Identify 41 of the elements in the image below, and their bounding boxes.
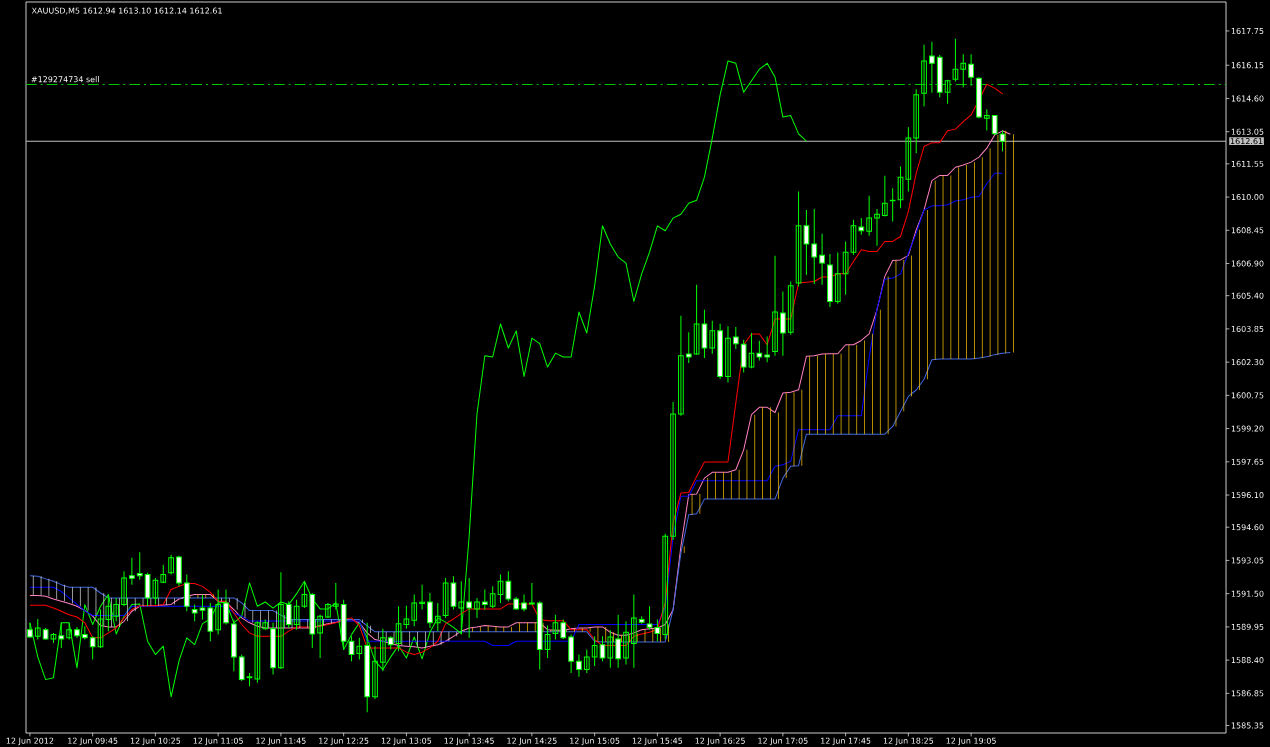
x-tick-label: 12 Jun 13:05 [381, 737, 432, 746]
y-tick-label: 1603.85 [1231, 325, 1264, 332]
y-tick-label: 1616.15 [1231, 62, 1264, 69]
y-tick-label: 1597.65 [1231, 458, 1264, 465]
y-tick-label: 1605.40 [1231, 292, 1264, 299]
x-tick-label: 12 Jun 19:05 [946, 737, 996, 746]
x-tick-label: 12 Jun 18:25 [883, 737, 934, 746]
y-tick-label: 1600.75 [1231, 392, 1264, 399]
y-tick-label: 1591.50 [1231, 590, 1264, 597]
x-tick-label: 12 Jun 11:45 [256, 737, 306, 746]
x-tick-label: 12 Jun 10:25 [130, 737, 181, 746]
x-tick-label: 12 Jun 15:05 [570, 737, 620, 746]
y-tick-label: 1611.55 [1231, 160, 1264, 167]
text: XAUUSD,M5 1612.94 1613.10 1612.14 1612.61 [31, 7, 222, 15]
y-tick-label: 1585.35 [1231, 722, 1264, 729]
x-tick-label: 12 Jun 09:45 [68, 737, 118, 746]
y-tick-label: 1608.45 [1231, 227, 1264, 234]
y-tick-label: 1594.60 [1231, 524, 1264, 531]
x-tick-label: 12 Jun 14:25 [507, 737, 557, 746]
x-tick-label: 12 Jun 17:45 [821, 737, 871, 746]
y-tick-label: 1614.60 [1231, 95, 1264, 102]
ref-line-label: 1612.61 [1230, 138, 1263, 145]
y-tick-label: 1606.90 [1231, 260, 1264, 267]
ref-line-label: #129274734 sell [31, 76, 99, 83]
y-tick-label: 1588.40 [1231, 657, 1264, 664]
y-tick-label: 1589.95 [1231, 623, 1264, 630]
x-tick-label: 12 Jun 16:25 [695, 737, 745, 746]
y-tick-label: 1613.05 [1231, 128, 1264, 135]
y-tick-label: 1599.20 [1231, 425, 1264, 432]
x-tick-label: 12 Jun 13:45 [444, 737, 494, 746]
y-tick-label: 1602.30 [1231, 359, 1264, 366]
x-tick-label: 12 Jun 17:05 [758, 737, 808, 746]
x-tick-label: 12 Jun 15:45 [632, 737, 683, 746]
x-tick-label: 12 Jun 11:05 [193, 737, 243, 746]
y-tick-label: 1586.85 [1231, 690, 1264, 697]
x-tick-label: 12 Jun 2012 [6, 737, 54, 746]
x-tick-label: 12 Jun 12:25 [319, 737, 369, 746]
y-tick-label: 1596.10 [1231, 492, 1264, 499]
y-tick-label: 1610.00 [1231, 194, 1264, 201]
y-tick-label: 1593.05 [1231, 557, 1264, 564]
y-tick-label: 1617.75 [1231, 27, 1264, 34]
